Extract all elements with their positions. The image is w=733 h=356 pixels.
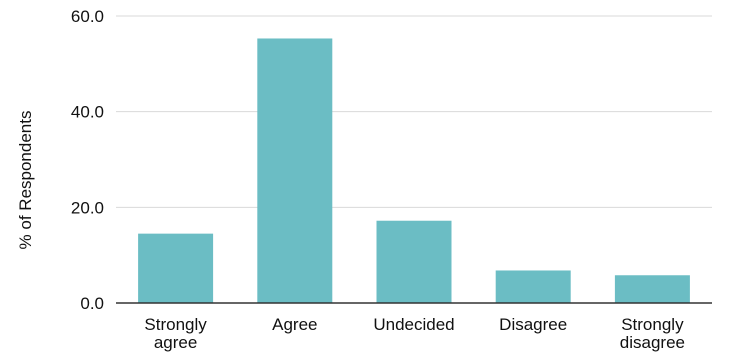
y-tick-label: 60.0 — [71, 7, 104, 26]
y-tick-labels: 0.0 20.0 40.0 60.0 — [71, 7, 104, 313]
x-category-label-line: agree — [154, 333, 197, 352]
y-tick-label: 40.0 — [71, 103, 104, 122]
x-category-label: Disagree — [499, 315, 567, 334]
bars — [138, 38, 690, 304]
gridlines — [116, 15, 712, 208]
x-category-label-line: disagree — [620, 333, 685, 352]
bar — [257, 38, 333, 304]
x-category-label: Agree — [272, 315, 317, 334]
bar — [376, 220, 452, 303]
x-category-label-line: Undecided — [373, 315, 454, 334]
x-category-label-line: Strongly — [621, 315, 684, 334]
x-category-label: Strongly agree — [144, 315, 207, 352]
y-tick-label: 20.0 — [71, 198, 104, 217]
bar — [495, 270, 571, 303]
x-category-label-line: Agree — [272, 315, 317, 334]
y-tick-label: 0.0 — [80, 294, 104, 313]
bar — [138, 233, 214, 303]
x-category-label: Strongly disagree — [620, 315, 685, 352]
bar — [614, 275, 690, 303]
x-category-label-line: Disagree — [499, 315, 567, 334]
x-category-label: Undecided — [373, 315, 454, 334]
y-axis-title: % of Respondents — [16, 111, 35, 250]
x-category-label-line: Strongly — [144, 315, 207, 334]
